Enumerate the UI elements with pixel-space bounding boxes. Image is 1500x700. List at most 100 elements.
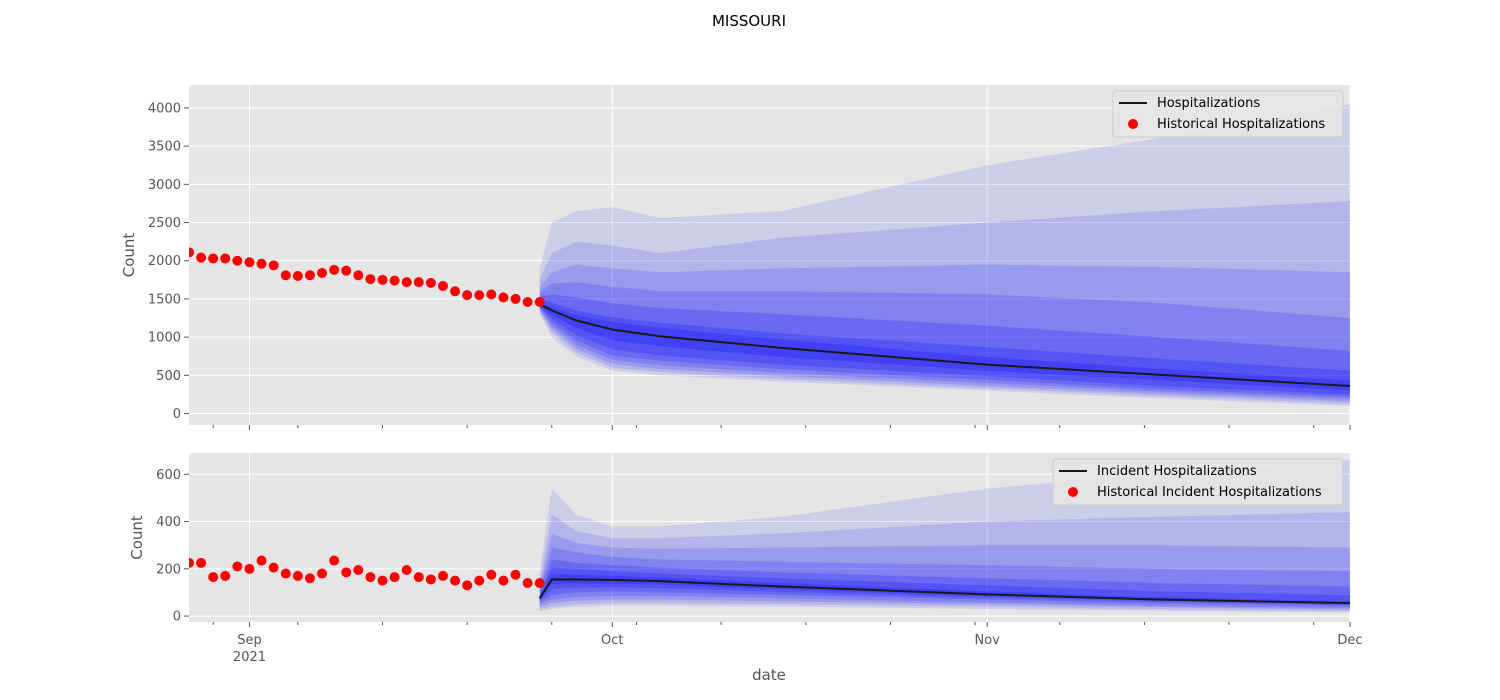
historical-point (280, 568, 291, 579)
historical-point (498, 292, 509, 303)
forecast-band (539, 567, 1350, 605)
historical-point (425, 277, 436, 288)
historical-point (208, 572, 219, 583)
y-tick-label: 2000 (148, 254, 181, 269)
historical-point (196, 252, 207, 263)
forecast-band (539, 294, 1350, 397)
y-axis-label: Count (120, 233, 138, 278)
y-tick-label: 400 (156, 515, 181, 530)
historical-point (534, 296, 545, 307)
x-axis-label: date (752, 666, 786, 684)
historical-point (353, 270, 364, 281)
historical-point (317, 568, 328, 579)
historical-point (353, 565, 364, 575)
historical-point (304, 270, 315, 281)
historical-point (268, 562, 279, 573)
legend: Incident Hospitalizations Historical Inci… (1052, 458, 1344, 506)
historical-point (256, 555, 267, 566)
historical-point (292, 271, 303, 282)
legend-box (1112, 90, 1344, 138)
forecast-median-line (539, 303, 1350, 388)
historical-point (341, 265, 352, 276)
historical-point (450, 575, 461, 586)
y-tick-label: 0 (173, 407, 181, 422)
y-axis-label: Count (128, 515, 146, 560)
historical-point (486, 569, 497, 580)
historical-point (450, 286, 461, 297)
x-tick-label: Dec (1337, 633, 1362, 648)
y-tick-label: 500 (156, 369, 181, 384)
historical-point (189, 557, 194, 568)
historical-point (244, 257, 255, 268)
y-tick-label: 0 (173, 610, 181, 625)
y-tick-label: 3500 (148, 140, 181, 155)
historical-point (292, 570, 303, 581)
y-tick-label: 3000 (148, 178, 181, 193)
historical-point (220, 253, 231, 264)
historical-point (474, 290, 485, 301)
incident-hospitalizations-panel: 0 200 400 600 Count Incident Hospitalizations… (128, 453, 1363, 665)
data-layer (189, 104, 1350, 406)
x-tick-label: Nov (975, 633, 1001, 648)
forecast-band (539, 302, 1350, 391)
historical-point (232, 561, 243, 572)
historical-point (304, 573, 315, 584)
y-tick-label: 200 (156, 562, 181, 577)
historical-point (522, 296, 533, 307)
historical-point (401, 565, 412, 575)
legend-box (1052, 458, 1344, 506)
legend-label-forecast: Incident Hospitalizations (1097, 464, 1257, 479)
historical-point (189, 247, 194, 258)
historical-point (474, 575, 485, 586)
historical-point (317, 267, 328, 278)
y-tick-label: 4000 (148, 101, 181, 116)
historical-point (437, 570, 448, 581)
historical-point (522, 578, 533, 588)
plot-area (189, 85, 1350, 425)
forecast-band (539, 264, 1350, 402)
forecast-band (539, 559, 1350, 607)
forecast-band (539, 201, 1350, 404)
forecast-median-line (538, 578, 1350, 605)
historical-point (425, 574, 436, 585)
forecast-band (539, 574, 1350, 605)
historical-point (498, 575, 509, 586)
figure-title: MISSOURI (712, 12, 786, 30)
historical-point (462, 290, 473, 301)
historical-point (329, 555, 340, 566)
historical-point (401, 277, 412, 288)
x-tick-label: Oct (601, 633, 623, 648)
legend-marker-swatch (1068, 487, 1078, 497)
historical-point (389, 275, 400, 286)
y-tick-label: 2500 (148, 216, 181, 231)
historical-point (256, 258, 267, 269)
historical-point (365, 572, 376, 583)
historical-point (510, 569, 521, 580)
historical-point (510, 293, 521, 304)
historical-point (486, 289, 497, 300)
y-tick-label: 600 (156, 468, 181, 483)
forecast-band (539, 547, 1350, 609)
x-tick-label: Sep (237, 633, 262, 648)
historical-point (244, 563, 255, 574)
legend: Hospitalizations Historical Hospitalizati… (1112, 90, 1344, 138)
historical-point (220, 570, 231, 581)
historical-point (208, 253, 219, 264)
y-tick-label: 1000 (148, 331, 181, 346)
forecast-band (539, 282, 1350, 400)
x-tick-sublabel: 2021 (233, 650, 266, 665)
historical-point (377, 575, 388, 586)
forecast-band (539, 512, 1350, 611)
legend-label-historical: Historical Incident Hospitalizations (1097, 485, 1322, 500)
y-tick-label: 1500 (148, 292, 181, 307)
historical-point (280, 270, 291, 281)
forecast-band (539, 104, 1350, 406)
historical-point (437, 280, 448, 291)
historical-point (389, 572, 400, 583)
legend-label-forecast: Hospitalizations (1157, 96, 1260, 111)
historical-point (232, 255, 243, 266)
historical-point (413, 277, 424, 288)
data-layer (189, 460, 1350, 613)
forecast-band (539, 299, 1350, 395)
